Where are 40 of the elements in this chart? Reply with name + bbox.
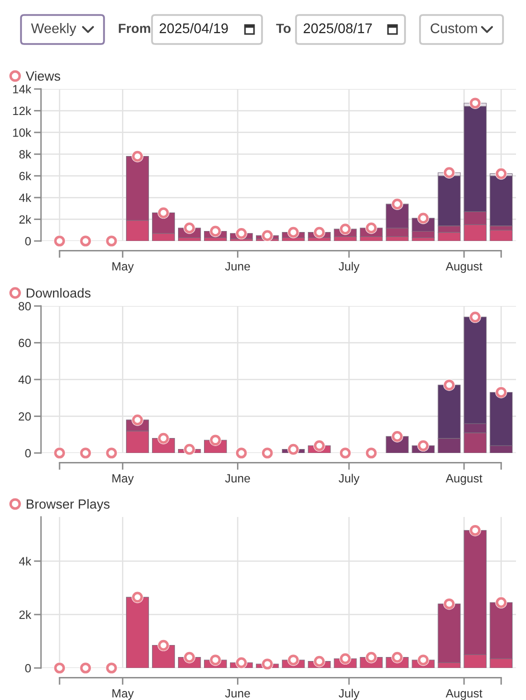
y-tick-label: 8k [19,150,32,159]
y-tick-label: 10k [13,128,32,137]
y-tick-label: 0 [25,237,31,246]
x-tick-label: June [225,474,250,483]
y-tick-label: 40 [18,376,31,384]
x-tick-label: August [446,689,482,700]
legend-label: Views [26,71,60,81]
y-tick-label: 12k [13,106,32,115]
y-tick-label: 6k [19,172,32,180]
x-tick-label: July [338,262,360,273]
bar [490,176,513,226]
y-tick-label: 80 [18,302,31,310]
y-tick-label: 4k [19,556,32,566]
x-tick-label: May [112,474,134,485]
x-tick-label: August [446,262,482,273]
text: To [276,24,291,34]
x-tick-label: May [112,689,134,700]
bar [490,230,513,241]
x-tick-label: July [338,474,360,485]
y-tick-label: 2k [19,610,32,619]
text: 2025/08/17 [304,23,372,34]
y-tick-label: 60 [18,338,31,348]
text: 2025/04/19 [160,23,228,34]
x-tick-label: July [338,688,360,700]
text: Custom [430,23,477,34]
bar [126,596,149,668]
x-tick-label: May [112,262,134,273]
y-tick-label: 14k [13,84,32,94]
y-tick-label: 0 [25,664,31,672]
y-tick-label: 4k [19,193,32,202]
x-tick-label: June [225,262,250,271]
legend-label: Downloads [26,288,90,298]
y-tick-label: 2k [19,215,32,224]
y-tick-label: 20 [18,412,31,421]
x-tick-label: June [225,689,250,698]
text: From [118,24,150,34]
legend-label: Browser Plays [26,499,110,512]
y-tick-label: 0 [25,449,31,458]
x-tick-label: August [446,474,482,485]
text: Weekly [31,23,76,36]
